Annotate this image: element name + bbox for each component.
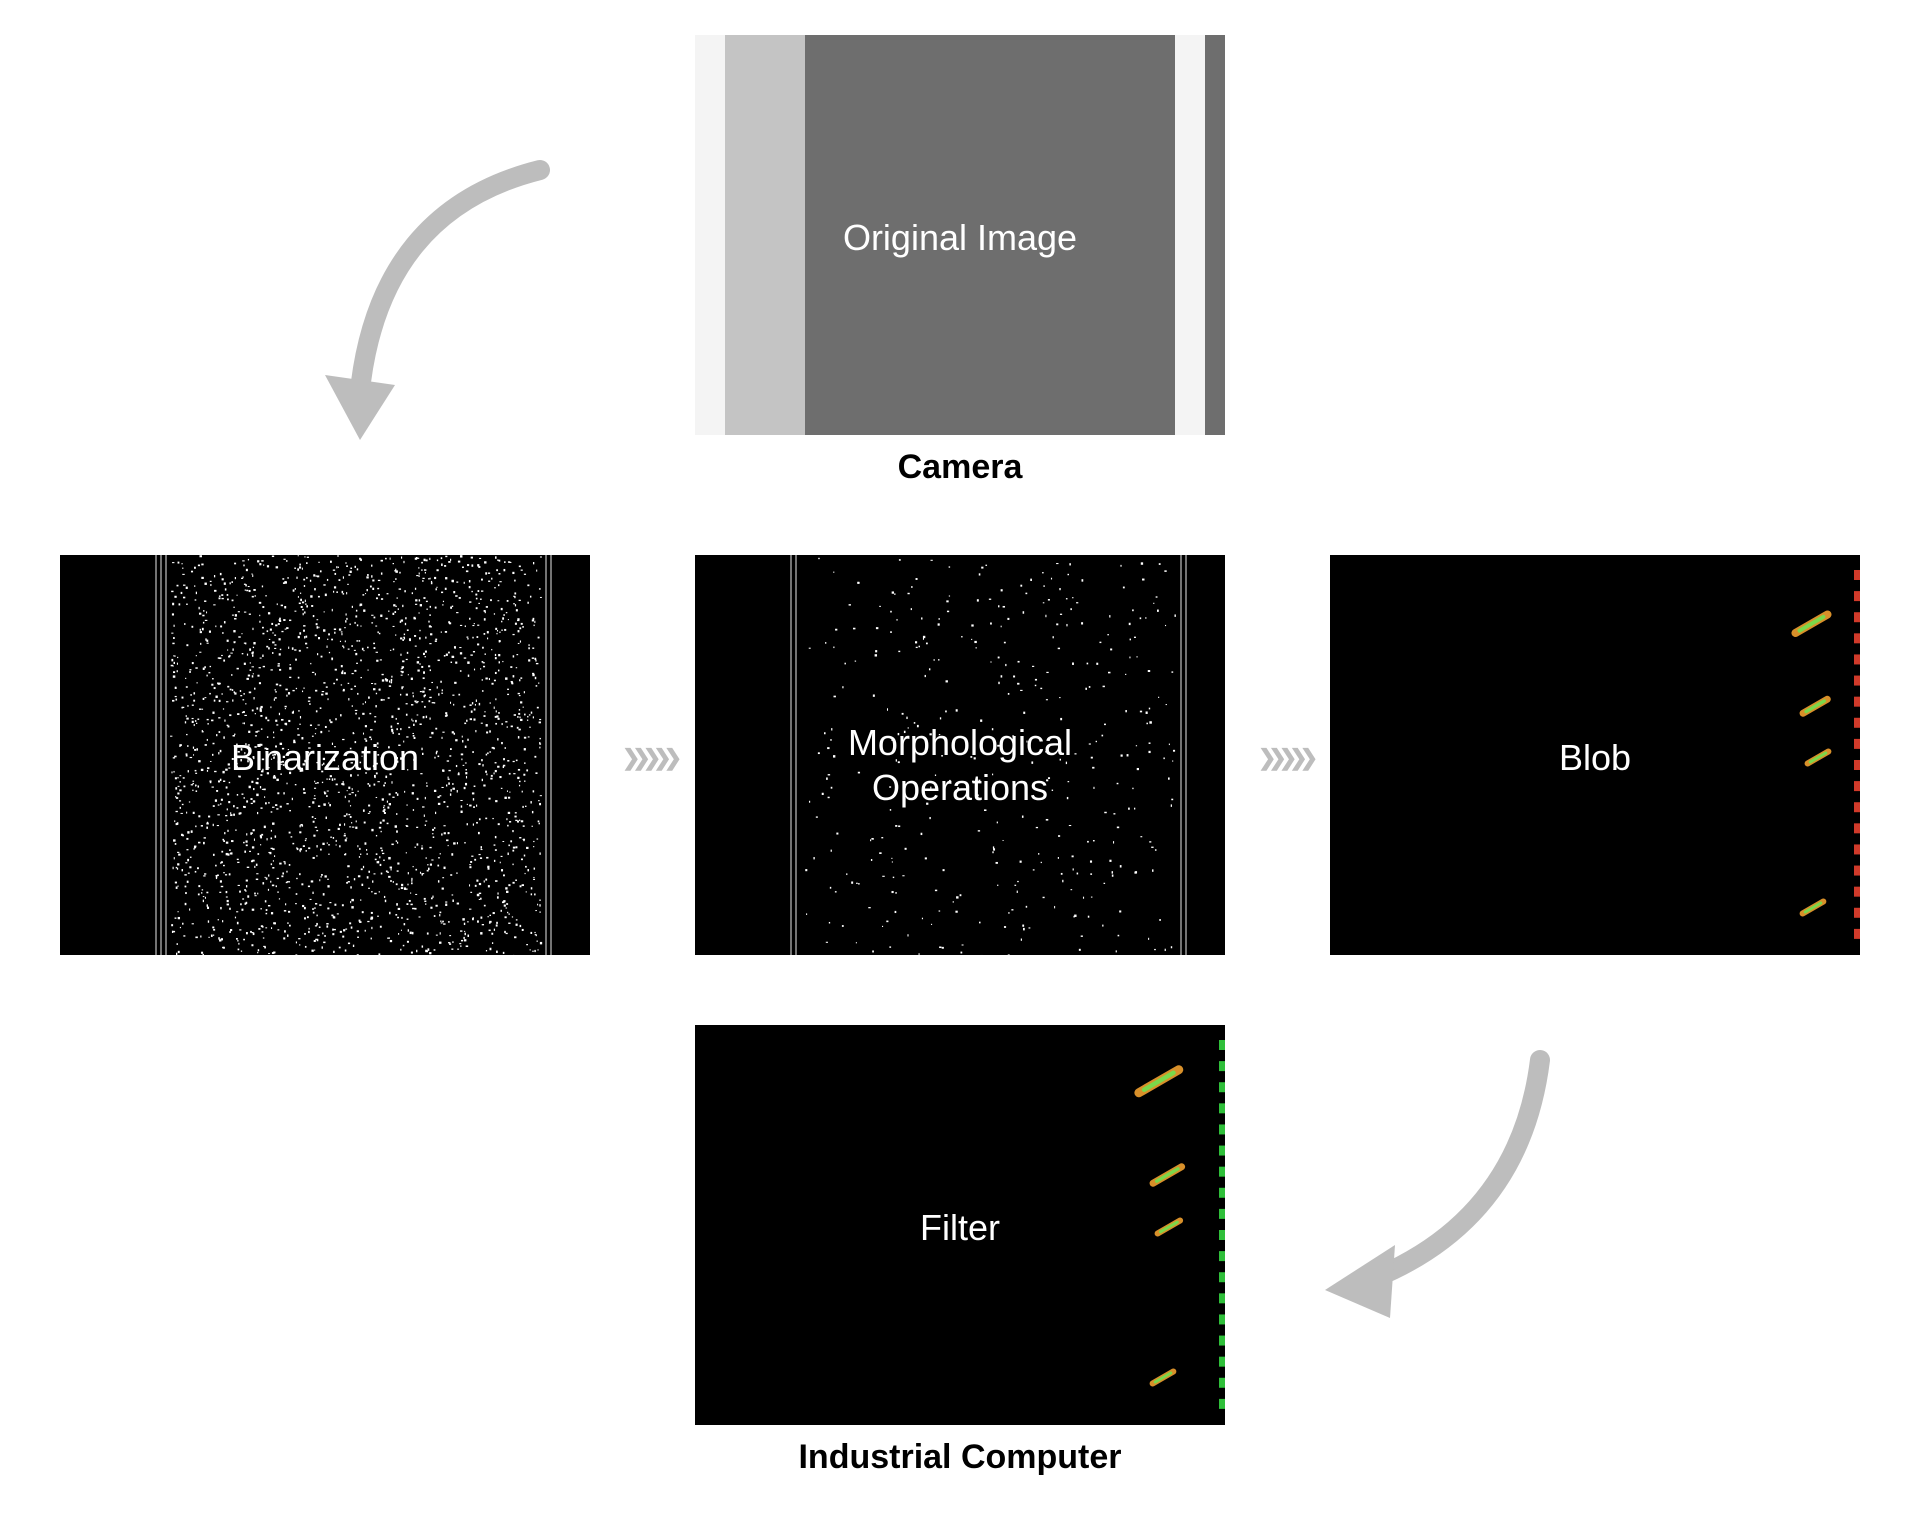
arrow-chevron-2: ❯❯❯❯❯ <box>1258 745 1310 771</box>
panel-blob: Blob <box>1330 555 1860 955</box>
caption-camera: Camera <box>695 448 1225 487</box>
panel-binarization: Binarization <box>60 555 590 955</box>
arrow-curve-topleft <box>300 150 580 450</box>
original-label: Original Image <box>695 215 1225 260</box>
binarization-label: Binarization <box>60 735 590 780</box>
morph-label: Morphological Operations <box>695 720 1225 810</box>
panel-filter: Filter <box>695 1025 1225 1425</box>
panel-original: Original Image <box>695 35 1225 435</box>
caption-computer: Industrial Computer <box>695 1438 1225 1477</box>
arrow-curve-bottomright <box>1310 1020 1590 1320</box>
arrow-chevron-1: ❯❯❯❯❯ <box>622 745 674 771</box>
panel-morph: Morphological Operations <box>695 555 1225 955</box>
blob-label: Blob <box>1330 735 1860 780</box>
filter-label: Filter <box>695 1205 1225 1250</box>
